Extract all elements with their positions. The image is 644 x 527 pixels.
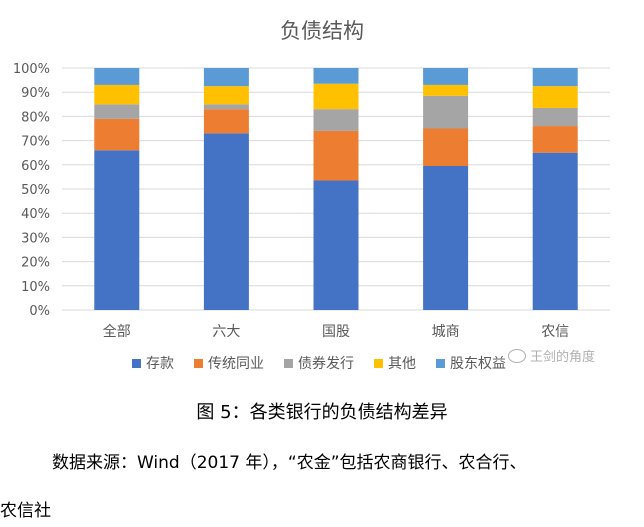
- y-tick-label: 70%: [21, 135, 50, 150]
- y-tick-label: 0%: [29, 304, 50, 319]
- x-tick-label: 城商: [432, 324, 460, 340]
- source-note-continued: 农信社: [0, 501, 51, 521]
- bar-segment: [313, 180, 359, 310]
- legend-entry: 债券发行: [298, 356, 354, 372]
- bar-segment: [203, 86, 249, 105]
- y-tick-label: 20%: [21, 256, 50, 271]
- bar-segment: [532, 126, 578, 153]
- bar-segment: [313, 68, 359, 84]
- y-tick-label: 90%: [21, 86, 50, 101]
- y-tick-label: 100%: [13, 62, 50, 77]
- bars: [94, 68, 578, 310]
- bar-segment: [203, 104, 249, 110]
- y-tick-label: 10%: [21, 280, 50, 295]
- bar-segment: [313, 130, 359, 181]
- source-note: 数据来源：Wind（2017 年），“农金”包括农商银行、农合行、: [52, 453, 527, 473]
- legend-swatch: [374, 359, 383, 368]
- legend-entry: 存款: [146, 356, 174, 372]
- bar-segment: [423, 128, 469, 167]
- y-tick-label: 30%: [21, 231, 50, 246]
- legend-entry: 传统同业: [208, 356, 264, 372]
- bar-segment: [423, 68, 469, 85]
- stacked-bar-chart: 负债结构 0% 10% 20% 30% 40% 50% 60% 70% 80% 90% 100% 全…: [13, 19, 610, 372]
- bar-segment: [532, 86, 578, 108]
- y-tick-label: 40%: [21, 207, 50, 222]
- bar-segment: [532, 68, 578, 87]
- bar-segment: [313, 83, 359, 110]
- y-tick-label: 50%: [21, 183, 50, 198]
- bar-segment: [203, 68, 249, 87]
- bar-segment: [203, 133, 249, 310]
- x-tick-label: 国股: [322, 324, 350, 340]
- x-tick-label: 六大: [212, 324, 240, 340]
- x-tick-label: 农信: [541, 324, 569, 340]
- legend-swatch: [132, 359, 141, 368]
- legend: 存款 传统同业 债券发行 其他 股东权益: [132, 356, 506, 372]
- chat-bubble-icon: [508, 348, 526, 363]
- bar-segment: [94, 150, 140, 310]
- legend-swatch: [436, 359, 445, 368]
- legend-entry: 股东权益: [450, 356, 506, 372]
- watermark-text: 王剑的角度: [530, 350, 596, 365]
- bar-segment: [532, 152, 578, 310]
- bar-segment: [423, 166, 469, 310]
- watermark: 王剑的角度: [508, 346, 595, 365]
- x-tick-label: 全部: [103, 323, 131, 340]
- bar-segment: [313, 109, 359, 131]
- bar-segment: [423, 84, 469, 96]
- bar-segment: [94, 104, 140, 119]
- legend-swatch: [194, 359, 203, 368]
- bar-segment: [94, 84, 140, 105]
- legend-swatch: [284, 359, 293, 368]
- y-tick-label: 60%: [21, 159, 50, 174]
- x-axis-ticks: 全部 六大 国股 城商 农信: [103, 323, 569, 340]
- chart-title: 负债结构: [280, 19, 364, 43]
- y-axis-ticks: 0% 10% 20% 30% 40% 50% 60% 70% 80% 90% 100%: [13, 62, 50, 319]
- bar-segment: [203, 109, 249, 134]
- figure-caption: 图 5：各类银行的负债结构差异: [196, 402, 448, 423]
- legend-entry: 其他: [388, 356, 416, 372]
- bar-segment: [423, 95, 469, 129]
- bar-segment: [94, 118, 140, 151]
- bar-segment: [532, 107, 578, 127]
- bar-segment: [94, 68, 140, 85]
- y-tick-label: 80%: [21, 110, 50, 125]
